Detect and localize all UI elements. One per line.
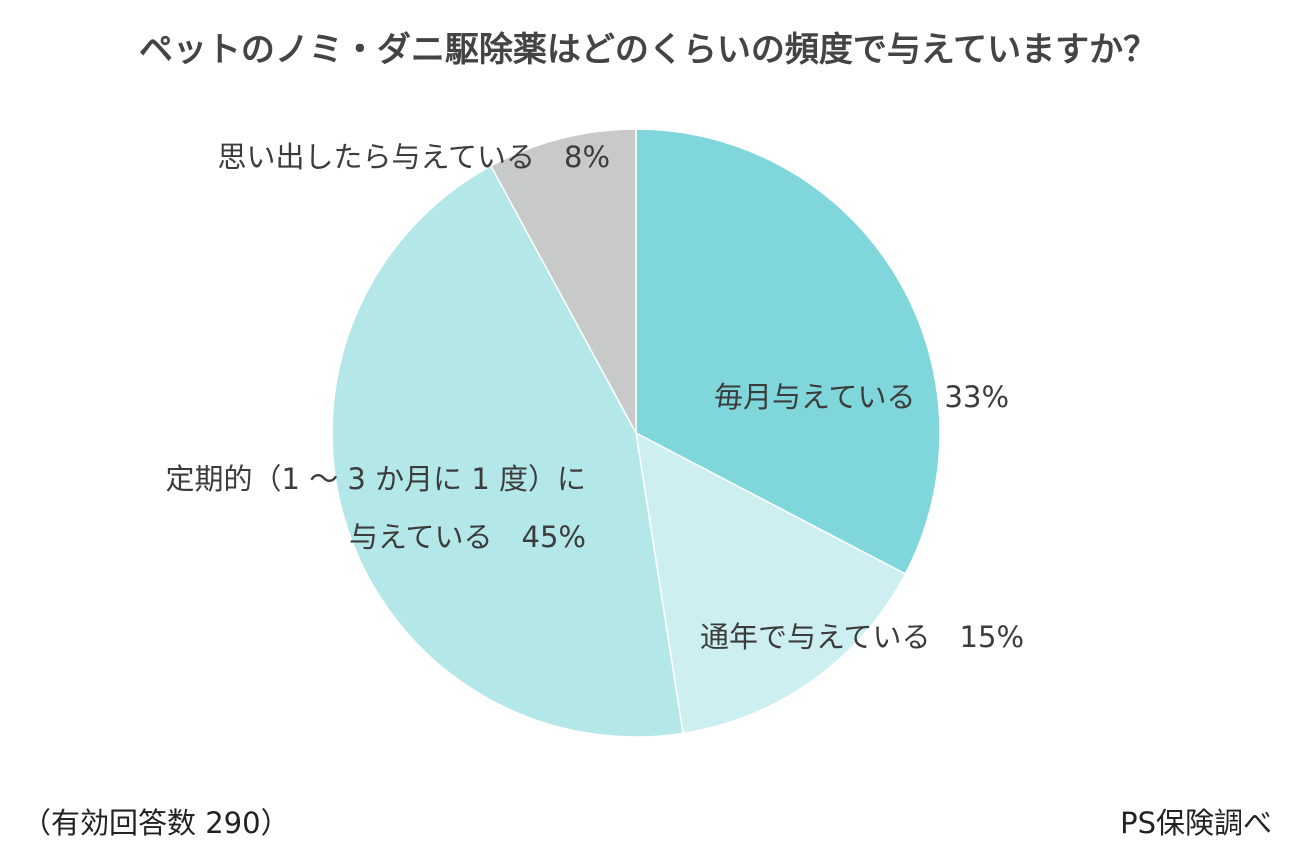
slice-label-periodic: 定期的（1 〜 3 か月に 1 度）に与えている 45%	[166, 450, 586, 566]
slice-label-line: 思い出したら与えている 8%	[217, 140, 610, 174]
footnote: （有効回答数 290）	[22, 806, 290, 840]
chart-title: ペットのノミ・ダニ駆除薬はどのくらいの頻度で与えていますか？	[138, 30, 1158, 70]
slice-label-yearround: 通年で与えている 15%	[700, 620, 1024, 655]
slice-label-line: 毎月与えている 33%	[714, 380, 1010, 414]
source-credit: PS保険調べ	[1120, 806, 1272, 840]
slice-monthly	[635, 128, 941, 575]
slice-yearround	[635, 431, 907, 735]
slice-periodic	[331, 164, 684, 738]
slice-label-line: 与えている 45%	[348, 520, 586, 554]
slice-label-line: 通年で与えている 15%	[700, 620, 1025, 654]
slice-label-monthly: 毎月与えている 33%	[714, 380, 1009, 415]
slice-label-line: 定期的（1 〜 3 か月に 1 度）に	[165, 462, 586, 496]
slice-label-when-remembered: 思い出したら与えている 8%	[217, 140, 610, 175]
slice-when-remembered	[489, 128, 637, 434]
